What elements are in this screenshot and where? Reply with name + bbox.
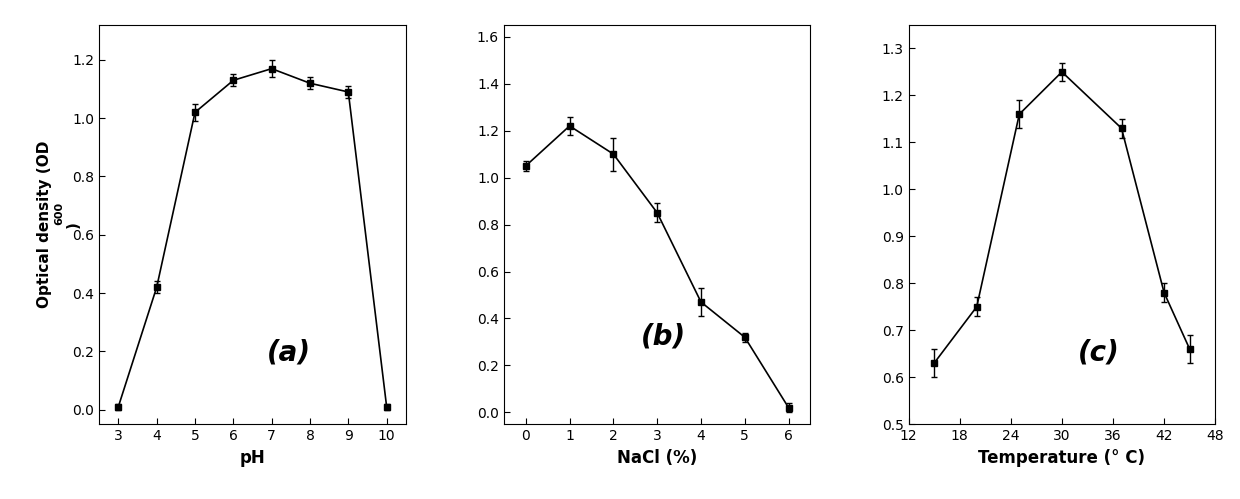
X-axis label: NaCl (%): NaCl (%) [618, 449, 697, 467]
X-axis label: Temperature (° C): Temperature (° C) [978, 449, 1146, 467]
Text: (c): (c) [1078, 338, 1120, 366]
Text: Optical density (OD: Optical density (OD [36, 141, 52, 308]
Text: 600: 600 [55, 202, 64, 225]
Text: (b): (b) [641, 322, 686, 350]
Text: ): ) [66, 221, 81, 228]
X-axis label: pH: pH [239, 449, 265, 467]
Text: (a): (a) [268, 338, 311, 366]
